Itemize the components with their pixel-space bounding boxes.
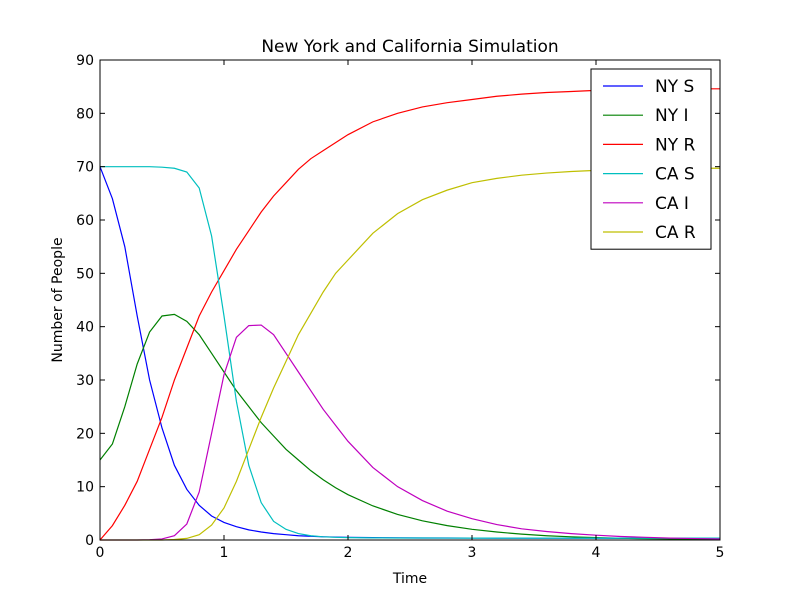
x-tick-label: 3 [468,545,477,561]
y-tick-label: 50 [76,266,94,282]
legend: NY S NY I NY R CA S CA I CA R [590,68,712,250]
y-tick-label: 0 [85,533,94,549]
y-tick-label: 80 [76,106,94,122]
plot-lines [99,88,721,541]
legend-label: NY I [655,106,689,126]
x-axis-label: Time [392,571,427,587]
y-tick-label: 60 [76,213,94,229]
y-tick-label: 70 [76,160,94,176]
series-line-ca-i [100,324,721,541]
legend-box [590,68,712,250]
x-tick-label: 2 [344,545,353,561]
y-tick-label: 90 [76,53,94,69]
series-line-ny-i [99,313,721,540]
legend-label: CA S [655,165,695,185]
y-tick-label: 20 [76,426,94,442]
chart-title: New York and California Simulation [261,37,558,57]
series-line-ny-r [99,88,720,541]
y-axis-label: Number of People [50,237,66,362]
legend-label: CA R [655,223,696,243]
x-tick-label: 5 [716,545,725,561]
legend-label: NY R [655,135,696,155]
x-tick-label: 1 [220,545,229,561]
y-tick-label: 40 [76,320,94,336]
legend-label: CA I [655,194,689,214]
x-tick-label: 4 [592,545,601,561]
axes-frame [99,59,721,541]
y-tick-label: 10 [76,480,94,496]
legend-label: NY S [655,77,694,97]
x-tick-label: 0 [96,545,105,561]
series-line-ca-s [100,166,720,539]
y-tick-label: 30 [76,373,94,389]
